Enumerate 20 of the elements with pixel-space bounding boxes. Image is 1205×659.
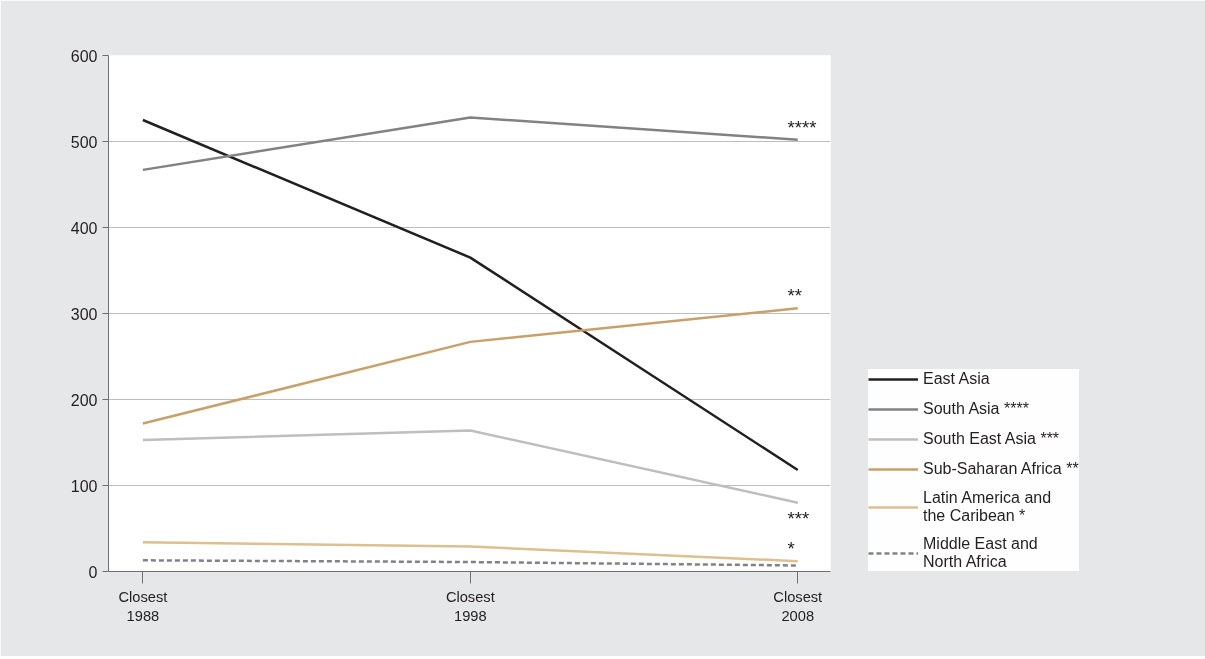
legend-label: Latin America and the Caribean *: [923, 489, 1052, 525]
y-tick-label: 100: [70, 477, 98, 495]
y-tick-label: 500: [70, 133, 98, 151]
x-tick-label: Closest 1998: [445, 588, 495, 624]
x-tick-label: Closest 1988: [118, 588, 168, 624]
y-tick-label: 600: [70, 47, 98, 65]
legend-label: South Asia ****: [923, 399, 1029, 419]
legend-label: Sub-Saharan Africa **: [923, 459, 1079, 479]
annotation: ***: [787, 507, 810, 529]
annotation: *: [787, 538, 795, 560]
y-tick-label: 0: [88, 563, 98, 581]
legend-label: South East Asia ***: [923, 429, 1060, 449]
annotation: **: [787, 285, 803, 307]
y-tick-label: 300: [70, 305, 98, 323]
x-tick-label: Closest 2008: [773, 588, 823, 624]
y-tick-label: 200: [70, 391, 98, 409]
annotation: ****: [787, 116, 817, 138]
y-tick-label: 400: [70, 219, 98, 237]
legend-label: East Asia: [923, 369, 990, 389]
legend-label: Middle East and North Africa: [923, 535, 1038, 571]
